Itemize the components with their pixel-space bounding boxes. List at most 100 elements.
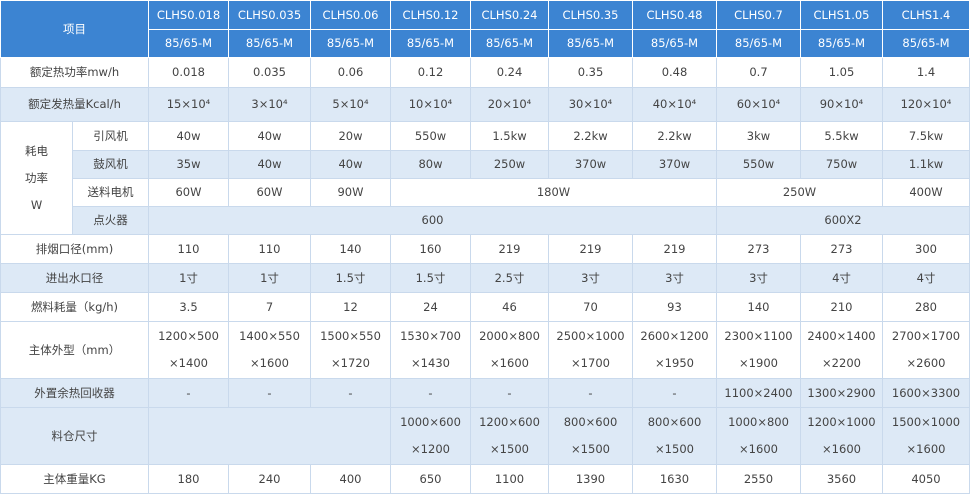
cell-line: ×1500: [655, 442, 694, 456]
data-cell: 0.24: [470, 57, 549, 88]
data-cell: 20w: [310, 121, 391, 151]
data-cell: 15×10⁴: [148, 87, 229, 122]
data-cell: 2300×1100 ×1900: [716, 321, 801, 379]
data-cell: 90W: [310, 178, 391, 207]
table-row: 85/65-M 85/65-M 85/65-M 85/65-M 85/65-M 85/65…: [1, 29, 970, 58]
cell-line: ×1950: [655, 356, 694, 370]
table-row: 外置余热回收器 - - - - - - -1100×2400 1300×2900 1600×330…: [0, 378, 970, 408]
table-row: 项目 CLHS0.018 CLHS0.035 CLHS0.06 CLHS0.12 CLHS…: [0, 0, 970, 58]
data-cell: 12: [310, 292, 391, 322]
data-cell: 7.5kw: [882, 121, 970, 151]
spec-header: 85/65-M: [470, 29, 549, 58]
data-cell: 273: [800, 234, 883, 264]
data-cell: 5×10⁴: [310, 87, 391, 122]
cell-line: 1000×600: [400, 415, 461, 429]
data-cell: 800×600 ×1500: [632, 407, 717, 465]
data-cell: 0.7: [716, 57, 801, 88]
data-cell: 370w: [632, 150, 717, 179]
data-cell: 1000×600 ×1200: [390, 407, 471, 465]
row-label: 点火器: [72, 206, 149, 235]
data-cell: -: [228, 378, 311, 408]
data-cell: 70: [548, 292, 633, 322]
cell-line: ×1200: [411, 442, 450, 456]
model-header: CLHS1.05: [800, 0, 883, 30]
data-cell: 160: [390, 234, 471, 264]
data-cell: 2550: [716, 464, 801, 494]
cell-line: 1500×1000: [891, 415, 961, 429]
data-cell: 2.2kw: [632, 121, 717, 151]
data-cell: 1.4: [882, 57, 970, 88]
cell-line: 2400×1400: [807, 329, 876, 343]
cell-line: ×1600: [822, 442, 861, 456]
data-cell: 1400×550 ×1600: [228, 321, 311, 379]
data-cell: 600X2: [716, 206, 970, 235]
model-header: CLHS0.035: [228, 0, 311, 30]
data-cell: 400: [310, 464, 391, 494]
data-cell: 2.5寸: [470, 263, 549, 293]
data-cell: 35w: [148, 150, 229, 179]
data-cell: 2500×1000 ×1700: [548, 321, 633, 379]
model-header: CLHS0.12: [390, 0, 471, 30]
cell-line: ×1700: [571, 356, 610, 370]
data-cell: 1390: [548, 464, 633, 494]
cell-line: ×1600: [490, 356, 529, 370]
data-cell: 80w: [390, 150, 471, 179]
data-cell: 1寸: [148, 263, 229, 293]
cell-line: 800×600: [647, 415, 702, 429]
data-cell: 1.5kw: [470, 121, 549, 151]
table-row: 燃料耗量（kg/h) 3.5 7 12 24 46 70 93 140 210 280: [0, 292, 970, 322]
spec-header: 85/65-M: [632, 29, 717, 58]
data-cell: 2700×1700 ×2600: [882, 321, 970, 379]
model-header: CLHS0.018: [148, 0, 229, 30]
data-cell: 219: [632, 234, 717, 264]
data-cell: 40w: [228, 150, 311, 179]
row-label: 主体重量KG: [0, 464, 149, 494]
row-label: 额定热功率mw/h: [0, 57, 149, 88]
data-cell: 1100: [470, 464, 549, 494]
data-cell: 1500×1000 ×1600: [882, 407, 970, 465]
data-cell: 4050: [882, 464, 970, 494]
data-cell: 400W: [882, 178, 970, 207]
cell-line: ×1600: [250, 356, 289, 370]
cell-line: 2500×1000: [556, 329, 625, 343]
row-label: 主体外型（mm）: [0, 321, 149, 379]
row-label: 进出水口径: [0, 263, 149, 293]
data-cell: 93: [632, 292, 717, 322]
data-cell: 2.2kw: [548, 121, 633, 151]
data-cell: 180W: [390, 178, 717, 207]
data-cell: 60W: [148, 178, 229, 207]
model-header: CLHS0.24: [470, 0, 549, 30]
table-row: 送料电机 60W 60W 90W 180W 250W 400W: [1, 178, 970, 207]
cell-line: 2600×1200: [640, 329, 709, 343]
data-cell: 1630: [632, 464, 717, 494]
cell-line: ×1900: [739, 356, 778, 370]
spec-header: 85/65-M: [148, 29, 229, 58]
data-cell: 1100×2400: [716, 378, 801, 408]
data-cell: 240: [228, 464, 311, 494]
row-label: 排烟口径(mm): [0, 234, 149, 264]
data-cell: 0.035: [228, 57, 311, 88]
cell-line: ×2200: [822, 356, 861, 370]
data-cell: 1.5寸: [310, 263, 391, 293]
table-row: 额定发热量Kcal/h 15×10⁴ 3×10⁴ 5×10⁴ 10×10⁴ 20×10⁴ 3…: [0, 87, 970, 122]
model-header: CLHS0.7: [716, 0, 801, 30]
data-cell: 0.018: [148, 57, 229, 88]
model-header: CLHS0.35: [548, 0, 633, 30]
row-label: 送料电机: [72, 178, 149, 207]
cell-line: W: [30, 197, 43, 212]
spec-header: 85/65-M: [390, 29, 471, 58]
data-cell: 210: [800, 292, 883, 322]
data-cell: 3kw: [716, 121, 801, 151]
row-label: 燃料耗量（kg/h): [0, 292, 149, 322]
data-cell: -: [548, 378, 633, 408]
spec-header: 85/65-M: [800, 29, 883, 58]
data-cell: 3寸: [548, 263, 633, 293]
data-cell: 2000×800 ×1600: [470, 321, 549, 379]
data-cell: 4寸: [882, 263, 970, 293]
row-label: 引风机: [72, 121, 149, 151]
spec-header: 85/65-M: [310, 29, 391, 58]
data-cell: 1300×2900: [800, 378, 883, 408]
data-cell: 1200×1000 ×1600: [800, 407, 883, 465]
